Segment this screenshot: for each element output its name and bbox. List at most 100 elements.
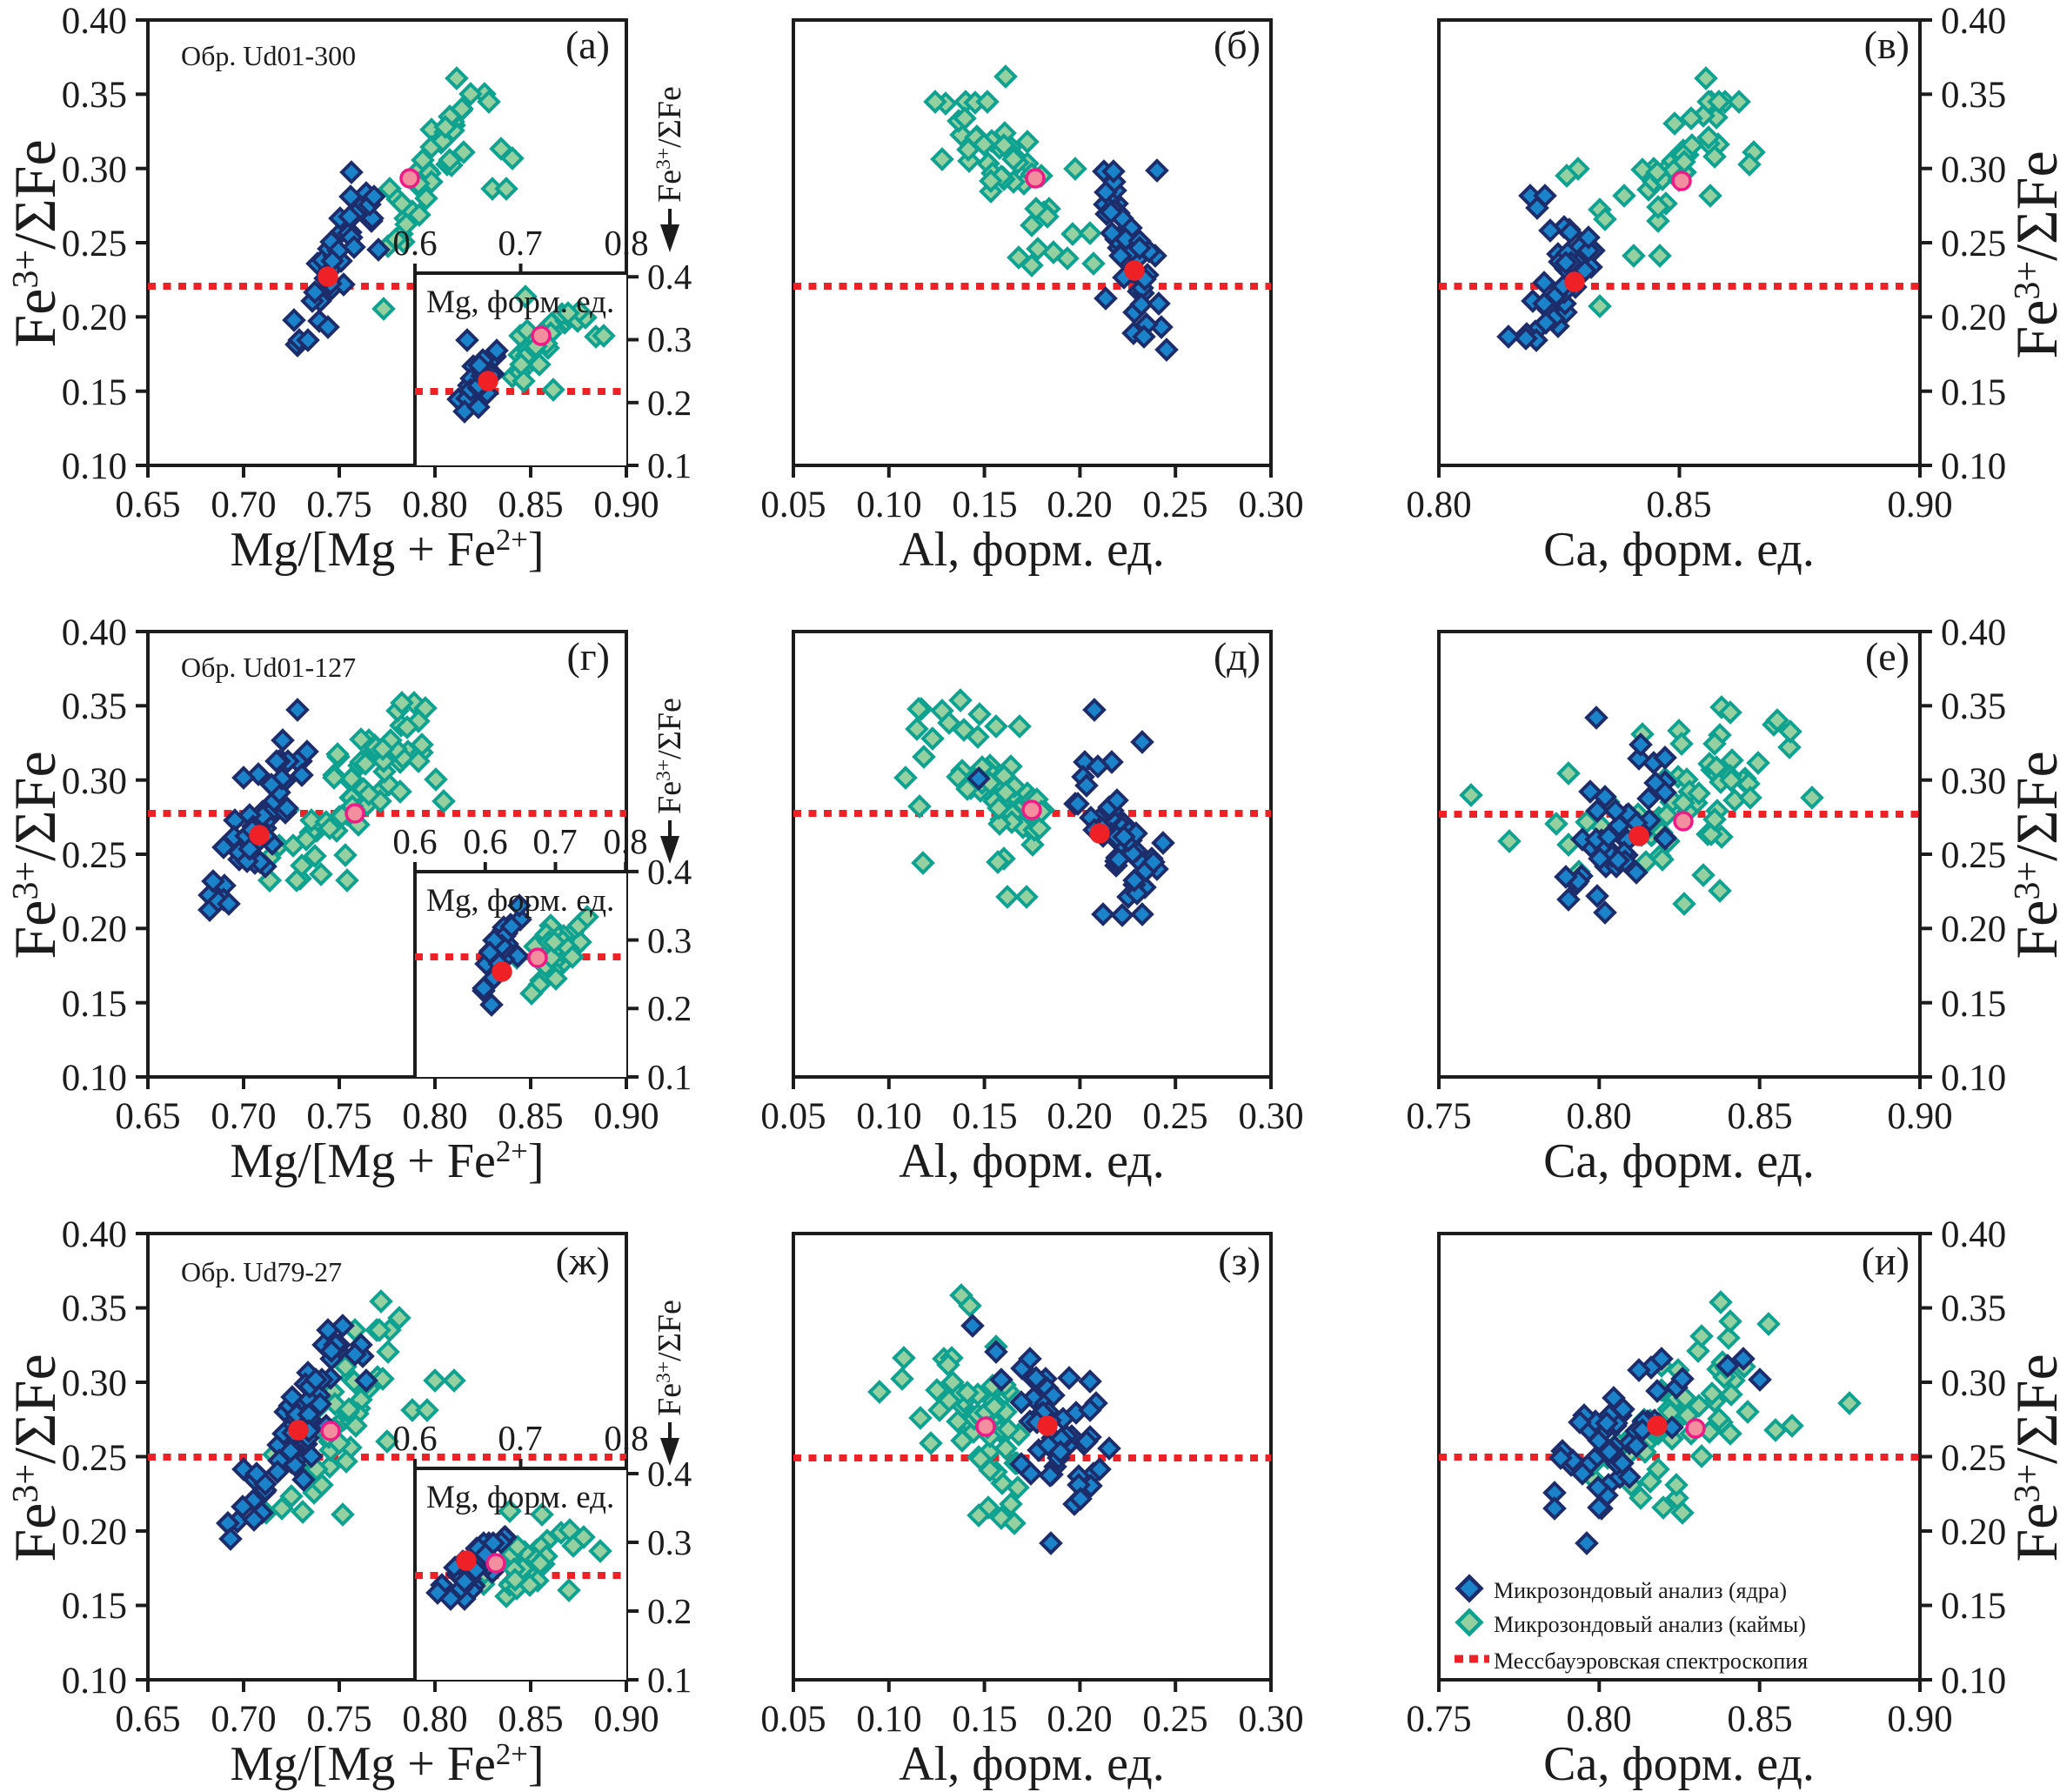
svg-text:0.20: 0.20	[1047, 1699, 1112, 1740]
svg-text:(б): (б)	[1214, 23, 1261, 67]
svg-text:0.15: 0.15	[1941, 1586, 2006, 1627]
svg-text:0.8: 0.8	[603, 821, 647, 861]
svg-text:0.10: 0.10	[62, 1058, 127, 1099]
svg-text:0.30: 0.30	[1238, 1096, 1303, 1137]
svg-text:(з): (з)	[1218, 1239, 1261, 1283]
svg-text:0.90: 0.90	[593, 1699, 659, 1740]
svg-text:0.6: 0.6	[392, 821, 437, 861]
svg-text:0.25: 0.25	[1142, 1699, 1207, 1740]
svg-text:Fe3+/ΣFe: Fe3+/ΣFe	[652, 698, 688, 814]
svg-text:0.85: 0.85	[1646, 485, 1711, 525]
svg-text:0.80: 0.80	[402, 1096, 467, 1137]
svg-text:0.25: 0.25	[1941, 224, 2006, 264]
svg-text:0.25: 0.25	[1142, 485, 1207, 525]
svg-text:0.35: 0.35	[62, 686, 127, 727]
svg-text:0.15: 0.15	[952, 1096, 1017, 1137]
svg-text:Al, форм. ед.: Al, форм. ед.	[899, 1134, 1164, 1188]
svg-text:0.2: 0.2	[647, 988, 692, 1028]
svg-text:0.90: 0.90	[593, 485, 659, 525]
svg-text:Ca, форм. ед.: Ca, форм. ед.	[1543, 1134, 1815, 1188]
svg-text:0.25: 0.25	[1941, 1438, 2006, 1479]
svg-text:Al, форм. ед.: Al, форм. ед.	[899, 523, 1164, 577]
svg-text:0.05: 0.05	[760, 1699, 826, 1740]
svg-text:0.30: 0.30	[1941, 1363, 2006, 1404]
svg-text:0.80: 0.80	[402, 485, 467, 525]
svg-text:0.15: 0.15	[952, 1699, 1017, 1740]
svg-text:(в): (в)	[1864, 23, 1910, 67]
svg-text:0.90: 0.90	[593, 1096, 659, 1137]
svg-text:0.20: 0.20	[1941, 298, 2006, 338]
svg-text:0.20: 0.20	[1941, 909, 2006, 950]
svg-text:Mg, форм. ед.: Mg, форм. ед.	[426, 883, 614, 919]
svg-text:0.90: 0.90	[1887, 1096, 1952, 1137]
svg-text:0.10: 0.10	[856, 1096, 921, 1137]
svg-text:0.10: 0.10	[1941, 446, 2006, 487]
svg-text:0.15: 0.15	[62, 372, 127, 413]
svg-text:Fe3+/ΣFe: Fe3+/ΣFe	[2, 139, 68, 347]
svg-text:Mg, форм. ед.: Mg, форм. ед.	[426, 1480, 614, 1515]
svg-text:0.90: 0.90	[1887, 485, 1952, 525]
svg-text:0.85: 0.85	[498, 1699, 563, 1740]
svg-text:0.80: 0.80	[1566, 1096, 1631, 1137]
svg-text:0.75: 0.75	[1406, 1096, 1471, 1137]
svg-text:0.70: 0.70	[211, 485, 276, 525]
svg-text:0.25: 0.25	[62, 1438, 127, 1479]
svg-text:Mg/[Mg + Fe2+]: Mg/[Mg + Fe2+]	[231, 1134, 545, 1188]
svg-text:0.35: 0.35	[62, 75, 127, 116]
svg-text:0.40: 0.40	[1941, 1214, 2006, 1255]
svg-text:0.25: 0.25	[62, 224, 127, 264]
svg-text:(а): (а)	[565, 23, 610, 67]
svg-text:0.20: 0.20	[1047, 485, 1112, 525]
svg-text:0.90: 0.90	[1887, 1699, 1952, 1740]
svg-text:(д): (д)	[1214, 634, 1261, 679]
svg-text:0.65: 0.65	[115, 485, 180, 525]
svg-text:Ca, форм. ед.: Ca, форм. ед.	[1543, 523, 1815, 577]
svg-text:Ca, форм. ед.: Ca, форм. ед.	[1543, 1737, 1815, 1791]
svg-text:0.6: 0.6	[392, 1418, 437, 1458]
svg-text:0.75: 0.75	[306, 1096, 371, 1137]
svg-text:0.8: 0.8	[604, 1418, 648, 1458]
svg-text:Fe3+/ΣFe: Fe3+/ΣFe	[2, 751, 68, 959]
svg-text:0.25: 0.25	[1941, 835, 2006, 876]
svg-text:Микрозондовый анализ (ядра): Микрозондовый анализ (ядра)	[1494, 1578, 1787, 1603]
svg-text:0.35: 0.35	[62, 1288, 127, 1329]
svg-text:0.85: 0.85	[1727, 1096, 1792, 1137]
svg-text:0.40: 0.40	[62, 1214, 127, 1255]
svg-text:0.4: 0.4	[647, 257, 692, 297]
svg-text:0.10: 0.10	[856, 1699, 921, 1740]
svg-text:0.40: 0.40	[62, 1, 127, 42]
svg-text:Микрозондовый анализ (каймы): Микрозондовый анализ (каймы)	[1494, 1612, 1806, 1637]
svg-text:0.75: 0.75	[1406, 1699, 1471, 1740]
svg-text:0.15: 0.15	[952, 485, 1017, 525]
svg-text:0.15: 0.15	[1941, 984, 2006, 1025]
svg-text:0.7: 0.7	[498, 1418, 542, 1458]
svg-text:0.65: 0.65	[115, 1699, 180, 1740]
svg-text:0.15: 0.15	[1941, 372, 2006, 413]
svg-text:0.25: 0.25	[62, 835, 127, 876]
svg-text:0.7: 0.7	[532, 821, 577, 861]
svg-text:Mg/[Mg + Fe2+]: Mg/[Mg + Fe2+]	[231, 523, 545, 577]
svg-text:0.20: 0.20	[62, 1512, 127, 1553]
svg-text:0.65: 0.65	[115, 1096, 180, 1137]
svg-text:0.20: 0.20	[1047, 1096, 1112, 1137]
svg-text:Fe3+/ΣFe: Fe3+/ΣFe	[652, 86, 688, 203]
svg-text:Обр. Ud01-127: Обр. Ud01-127	[181, 652, 356, 683]
svg-text:0.30: 0.30	[62, 1363, 127, 1404]
svg-text:Mg/[Mg + Fe2+]: Mg/[Mg + Fe2+]	[231, 1737, 545, 1791]
svg-text:Fe3+/ΣFe: Fe3+/ΣFe	[2003, 1354, 2060, 1561]
svg-text:0.75: 0.75	[306, 1699, 371, 1740]
svg-text:(г): (г)	[566, 634, 610, 679]
svg-text:0.35: 0.35	[1941, 75, 2006, 116]
svg-text:0.85: 0.85	[498, 485, 563, 525]
svg-text:0.40: 0.40	[1941, 1, 2006, 42]
svg-text:Обр. Ud79-27: Обр. Ud79-27	[181, 1256, 342, 1287]
svg-text:0.10: 0.10	[856, 485, 921, 525]
svg-text:0.1: 0.1	[647, 445, 692, 485]
svg-text:0.80: 0.80	[1406, 485, 1471, 525]
svg-text:0.6: 0.6	[463, 821, 507, 861]
svg-text:0.8: 0.8	[604, 223, 648, 263]
svg-text:0.05: 0.05	[760, 485, 826, 525]
svg-text:0.7: 0.7	[498, 223, 542, 263]
svg-text:(ж): (ж)	[556, 1239, 610, 1283]
svg-text:0.3: 0.3	[647, 920, 692, 960]
